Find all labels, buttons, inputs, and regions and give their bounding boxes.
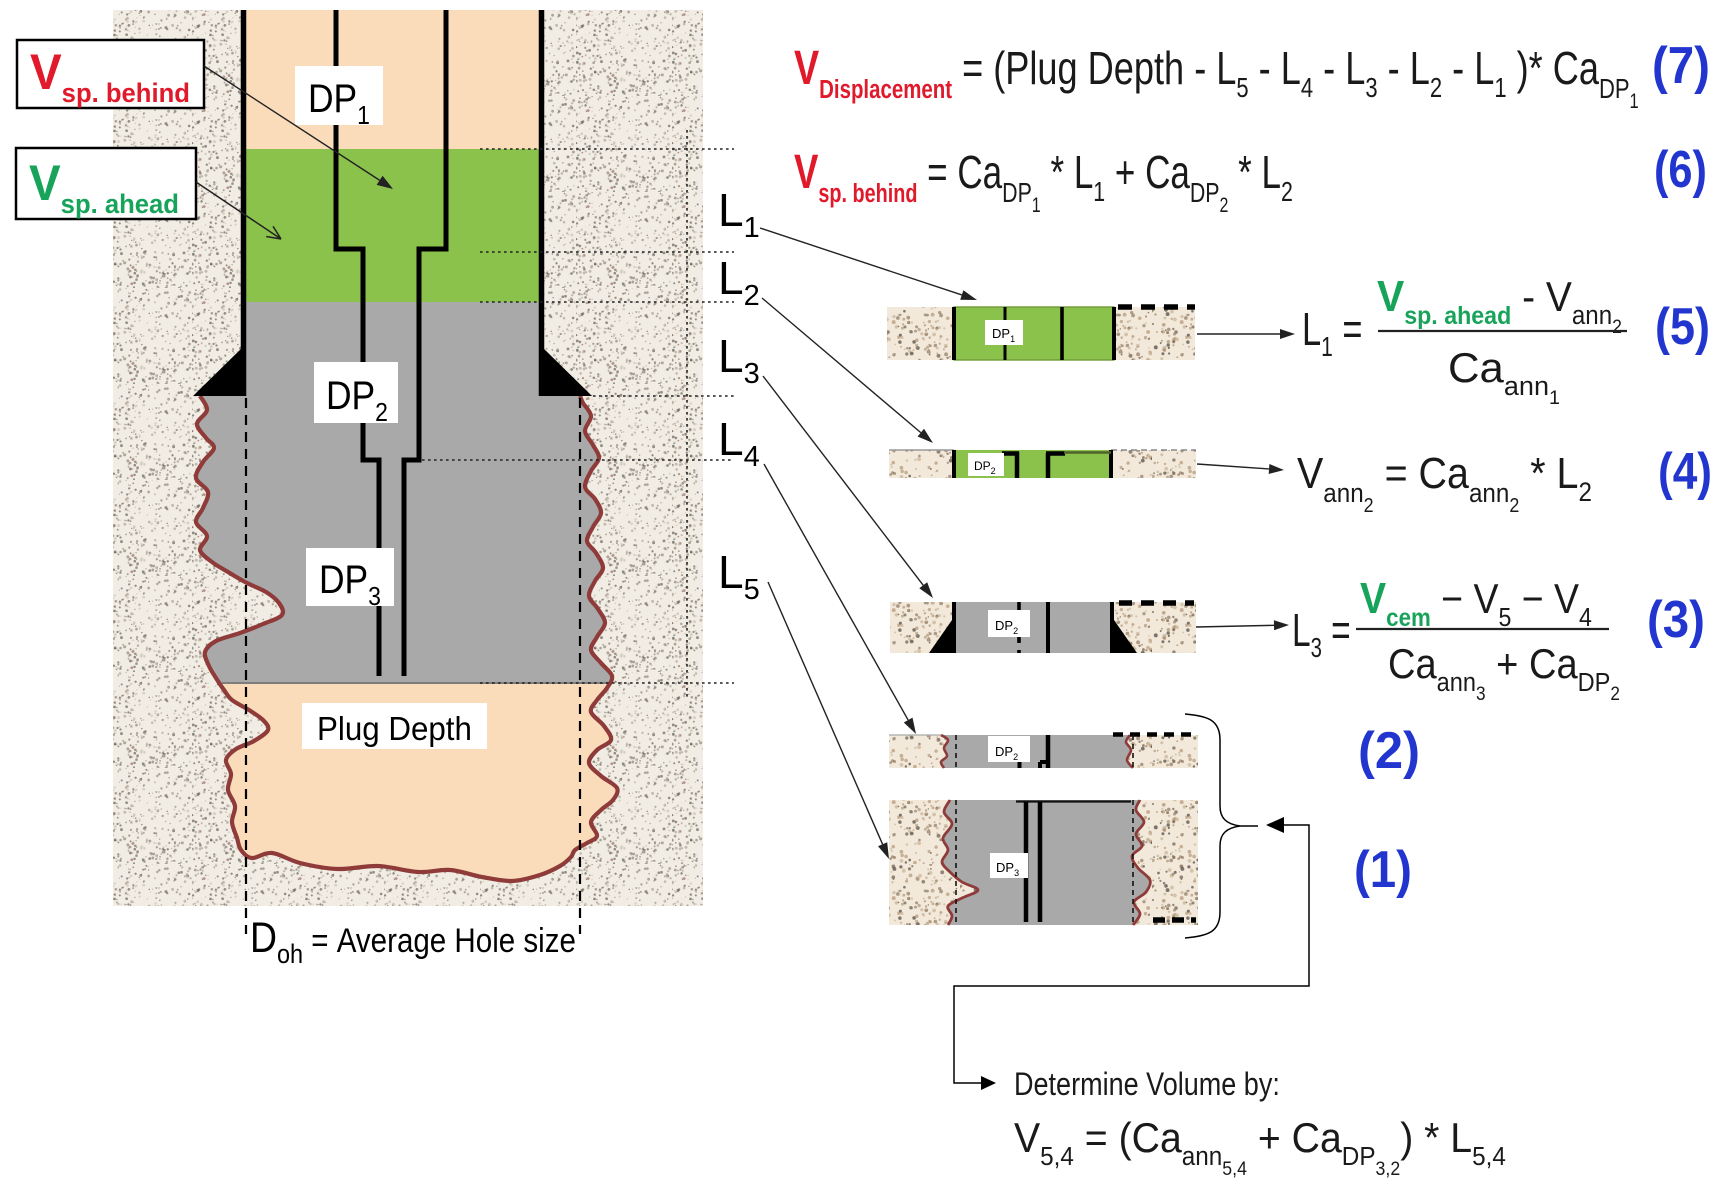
svg-text:L1 =: L1 = (1302, 303, 1372, 363)
svg-text:DP3: DP3 (996, 860, 1019, 878)
svg-text:Caann1: Caann1 (1448, 345, 1560, 409)
svg-text:Doh = Average Hole size: Doh = Average Hole size (250, 914, 576, 970)
svg-text:L1: L1 (718, 184, 760, 244)
svg-text:Plug Depth: Plug Depth (317, 710, 472, 747)
svg-text:Vsp. behind: Vsp. behind (30, 45, 190, 108)
svg-text:DP1: DP1 (308, 77, 370, 130)
svg-text:DP1: DP1 (992, 326, 1015, 344)
svg-text:Vsp. ahead: Vsp. ahead (29, 156, 179, 219)
svg-text:(5): (5) (1655, 298, 1710, 356)
svg-text:Vcem − V5 − V4: Vcem − V5 − V4 (1360, 573, 1592, 632)
svg-text:Vsp. ahead - Vann2: Vsp. ahead - Vann2 (1377, 272, 1622, 338)
svg-text:DP2: DP2 (995, 744, 1018, 762)
svg-text:(6): (6) (1654, 141, 1707, 199)
svg-text:Vsp. behind = CaDP1 * L1 + CaD: Vsp. behind = CaDP1 * L1 + CaDP2 * L2 (794, 145, 1293, 216)
svg-text:(7): (7) (1652, 36, 1710, 94)
svg-text:L3 =: L3 = (1292, 605, 1360, 664)
svg-text:L5: L5 (718, 546, 760, 606)
svg-text:DP2: DP2 (326, 374, 388, 427)
svg-text:DP3: DP3 (319, 558, 381, 611)
svg-text:L2: L2 (718, 252, 760, 312)
svg-text:(1): (1) (1354, 840, 1412, 898)
svg-text:L4: L4 (718, 413, 760, 473)
svg-text:Determine Volume by:: Determine Volume by: (1014, 1067, 1280, 1103)
svg-text:DP2: DP2 (974, 459, 996, 476)
svg-text:Vann2 = Caann2 * L2: Vann2 = Caann2 * L2 (1297, 448, 1592, 517)
svg-text:(4): (4) (1658, 443, 1712, 501)
svg-text:L3: L3 (718, 330, 760, 390)
svg-text:DP2: DP2 (995, 618, 1018, 636)
svg-text:Caann3 + CaDP2: Caann3 + CaDP2 (1388, 641, 1620, 704)
svg-text:V5,4 = (Caann5,4 + CaDP3,2) *: V5,4 = (Caann5,4 + CaDP3,2) * L5,4 (1014, 1114, 1506, 1179)
svg-text:VDisplacement = (Plug Depth -: VDisplacement = (Plug Depth - L5 - L4 - … (794, 42, 1639, 114)
svg-text:(3): (3) (1647, 590, 1705, 648)
svg-text:(2): (2) (1358, 720, 1420, 779)
